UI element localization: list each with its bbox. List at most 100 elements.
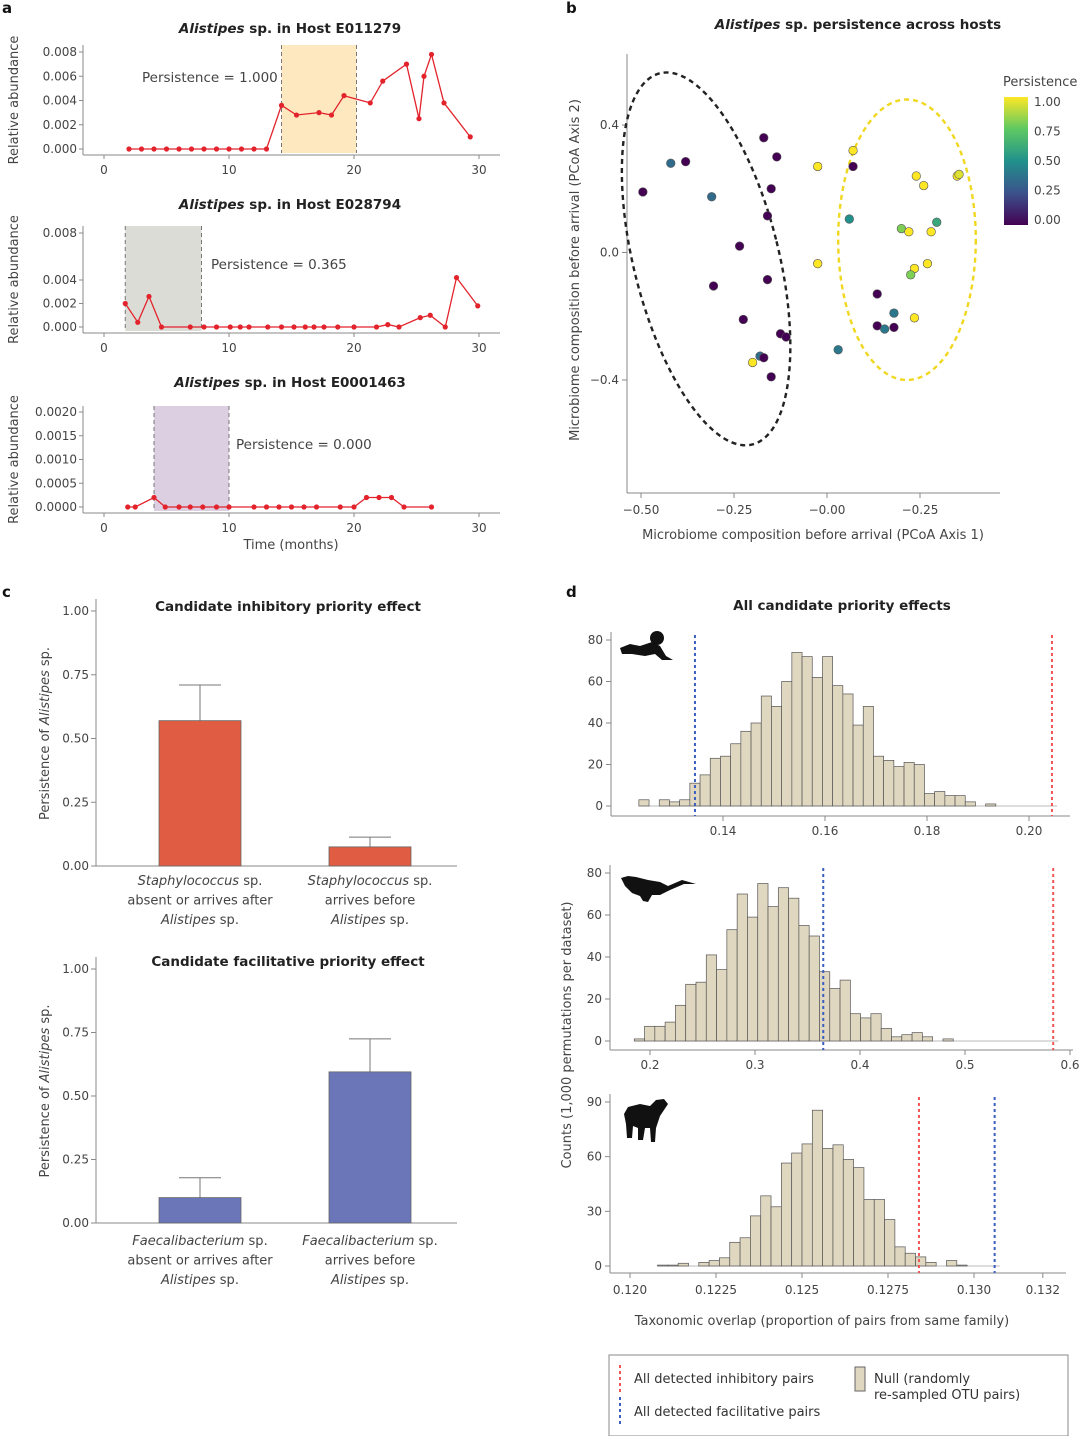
y-tick-label: 60	[587, 908, 602, 922]
histogram-bar	[788, 897, 800, 1042]
abundance-point	[246, 324, 252, 330]
legend: All detected inhibitory pairs All detect…	[608, 1354, 1069, 1436]
histogram-bar	[695, 981, 707, 1042]
y-tick-label: 0.0020	[35, 405, 77, 419]
x-tick-label: 30	[471, 521, 486, 535]
histogram-bar	[924, 793, 936, 807]
y-tick-label: 90	[587, 1095, 602, 1109]
histogram-bar	[922, 1036, 934, 1042]
category-label: arrives before	[325, 1254, 415, 1269]
abundance-point	[376, 494, 382, 501]
panel-c-inhibitory-bar-chart: Candidate inhibitory priority effect 0.00…	[38, 599, 457, 928]
histogram-bar	[808, 935, 820, 1042]
y-tick-label: 0.0010	[35, 453, 77, 467]
abundance-point	[213, 324, 220, 330]
abundance-point	[227, 324, 233, 330]
histogram-bar	[903, 762, 915, 807]
abundance-point	[427, 312, 433, 318]
y-tick-label: 0.25	[62, 795, 89, 809]
histogram-bar	[852, 724, 864, 807]
y-tick-label: 1.00	[62, 962, 89, 976]
abundance-point	[122, 300, 128, 307]
legend-inhibitory-label: All detected inhibitory pairs	[634, 1372, 814, 1387]
abundance-point	[421, 73, 427, 79]
x-tick-label: 20	[346, 163, 361, 177]
chart-title: Alistipes sp. in Host E0001463	[173, 375, 406, 391]
histogram-bar	[811, 676, 823, 807]
abundance-point	[367, 100, 373, 106]
colorbar-tick-label: 0.50	[1034, 154, 1061, 168]
histogram-bar	[880, 1028, 892, 1042]
x-tick-label: 0.1225	[695, 1283, 737, 1297]
abundance-point	[125, 504, 131, 510]
histogram-bar	[873, 755, 885, 807]
y-axis-label: Microbiome composition before arrival (P…	[568, 99, 583, 441]
host-point	[638, 187, 648, 197]
histogram-bar	[842, 1159, 854, 1267]
host-point	[848, 145, 858, 156]
x-tick-label: −0.50	[623, 503, 660, 517]
histogram-bar	[729, 1241, 741, 1267]
host-point	[880, 324, 890, 334]
host-point	[889, 308, 899, 318]
persistence-annotation: Persistence = 0.000	[236, 437, 372, 453]
abundance-point	[302, 324, 308, 330]
colorbar-tick-label: 0.75	[1034, 125, 1061, 139]
arrival-window-shade	[154, 406, 229, 511]
histogram-bar	[884, 1219, 896, 1267]
persistence-annotation: Persistence = 1.000	[142, 70, 278, 86]
histogram-bar	[893, 766, 905, 807]
histogram-bar	[699, 774, 711, 807]
histogram-bar	[767, 906, 779, 1042]
y-tick-label: 0.25	[62, 1153, 89, 1167]
abundance-point	[151, 494, 157, 501]
y-tick-label: 0.0	[600, 246, 619, 260]
x-tick-label: 0.1275	[867, 1283, 909, 1297]
histogram-bar	[664, 1021, 676, 1042]
host-point	[681, 157, 691, 167]
abundance-point	[351, 324, 357, 330]
bar	[328, 1071, 412, 1224]
histogram-bar	[883, 759, 895, 807]
abundance-point	[251, 504, 257, 510]
abundance-point	[428, 504, 435, 510]
abundance-point	[288, 504, 295, 510]
panel-letter-b: b	[566, 0, 577, 17]
panel-letter-a: a	[2, 0, 12, 17]
y-tick-label: 0	[594, 1259, 602, 1273]
category-label: Alistipes sp.	[160, 1273, 239, 1288]
histogram-bar	[873, 1199, 885, 1267]
y-tick-label: 40	[588, 716, 603, 730]
abundance-point	[351, 504, 357, 510]
histogram-bar	[860, 1017, 872, 1042]
histogram-bar	[870, 1013, 882, 1042]
histogram-bar	[862, 706, 874, 807]
legend-null-label-line2: re-sampled OTU pairs)	[874, 1388, 1020, 1403]
host-point	[759, 133, 769, 143]
panel-a-host-e0001463-chart: Alistipes sp. in Host E0001463 0.0000 0.00…	[7, 375, 500, 553]
abundance-point	[278, 102, 285, 108]
chart-title: Alistipes sp. persistence across hosts	[714, 17, 1001, 33]
y-tick-label: 0.006	[43, 69, 77, 83]
x-tick-label: −0.25	[716, 503, 753, 517]
x-axis-label: Time (months)	[242, 538, 338, 553]
host-point	[766, 184, 776, 194]
y-axis-label: Relative abundance	[7, 395, 22, 524]
host-point	[707, 192, 717, 202]
histogram-bar	[709, 757, 721, 807]
bar	[328, 846, 412, 867]
abundance-point	[238, 146, 245, 152]
abundance-point	[401, 504, 407, 510]
abundance-point	[200, 504, 206, 510]
histogram-bar	[801, 656, 813, 807]
histogram-bar	[901, 1034, 913, 1042]
lamb-icon	[624, 1099, 668, 1142]
y-tick-label: 30	[587, 1204, 602, 1218]
histogram-bar	[832, 685, 844, 807]
y-tick-label: 0.0000	[35, 500, 77, 514]
bar	[158, 1197, 242, 1224]
infant-body	[620, 642, 673, 660]
host-point	[889, 322, 899, 333]
infant-icon	[620, 631, 673, 660]
